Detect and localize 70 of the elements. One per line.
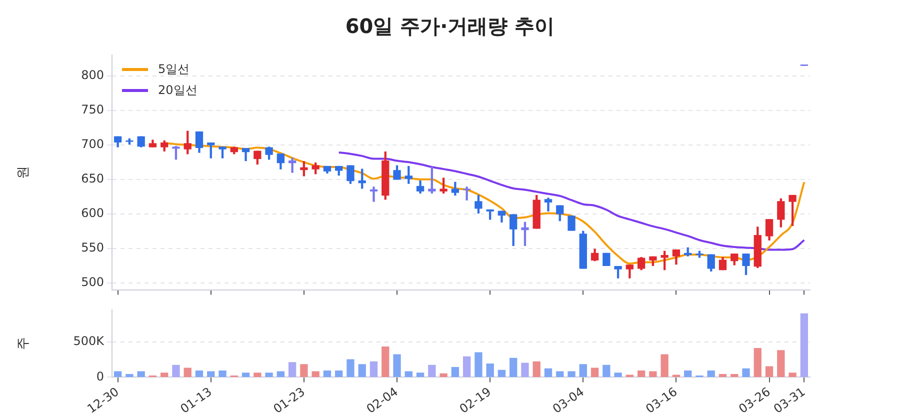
bar: [532, 361, 540, 378]
y-axis-title: 주: [16, 337, 32, 350]
y-tick-label: 600: [81, 206, 104, 220]
bar: [684, 370, 692, 378]
bar: [207, 371, 215, 378]
bar: [218, 370, 226, 378]
bar: [451, 367, 460, 378]
line-series: [338, 151, 806, 251]
bar: [649, 371, 657, 378]
bar: [382, 346, 390, 378]
bar: [474, 352, 482, 378]
bar: [393, 354, 401, 378]
bar: [254, 372, 262, 378]
bar: [265, 372, 273, 378]
bar: [184, 368, 192, 378]
bar: [276, 371, 285, 378]
bar: [137, 371, 145, 378]
bar: [800, 313, 808, 378]
bar: [172, 364, 180, 378]
bar: [590, 368, 599, 378]
y-tick-label: 500K: [73, 334, 106, 348]
bar: [370, 361, 378, 378]
bar: [614, 372, 622, 378]
bar: [312, 371, 320, 378]
y-tick-label: 0: [96, 369, 104, 384]
bar: [637, 370, 646, 378]
y-tick-label: 700: [81, 137, 104, 152]
bar: [707, 370, 715, 378]
bar: [777, 350, 785, 378]
bar: [788, 372, 796, 378]
bar: [440, 373, 448, 378]
bar: [195, 370, 204, 378]
bar: [288, 362, 296, 378]
bar: [510, 358, 518, 378]
bar: [462, 356, 471, 378]
y-tick-label: 800: [81, 68, 104, 82]
bar: [660, 354, 668, 378]
bar: [602, 364, 610, 378]
legend-label: 20일선: [158, 82, 198, 100]
bar: [568, 371, 576, 378]
bar: [126, 374, 134, 378]
bar: [556, 371, 564, 378]
bar: [579, 364, 587, 378]
legend-label: 5일선: [158, 61, 190, 78]
bar: [754, 348, 762, 378]
chart-title: 60일 주가·거래량 추이: [344, 13, 556, 40]
bar: [765, 366, 774, 378]
y-tick-label: 500: [81, 275, 104, 290]
bar: [742, 368, 750, 378]
bar: [242, 372, 250, 378]
bar: [718, 374, 727, 378]
bar: [300, 364, 308, 378]
bar: [416, 372, 424, 378]
bar: [544, 368, 552, 378]
bar: [346, 359, 354, 378]
bar: [486, 363, 494, 378]
bar: [730, 374, 738, 378]
bar: [428, 364, 436, 378]
y-axis-title: 원: [16, 166, 32, 179]
y-tick-label: 650: [81, 172, 104, 186]
bar: [160, 372, 168, 378]
bar: [404, 371, 412, 378]
bar: [323, 370, 332, 378]
bar: [521, 362, 529, 378]
bar: [498, 370, 506, 378]
bar: [358, 364, 366, 378]
bar: [335, 370, 343, 378]
y-tick-label: 750: [81, 102, 104, 117]
y-tick-label: 550: [81, 240, 104, 255]
bar: [114, 371, 122, 378]
